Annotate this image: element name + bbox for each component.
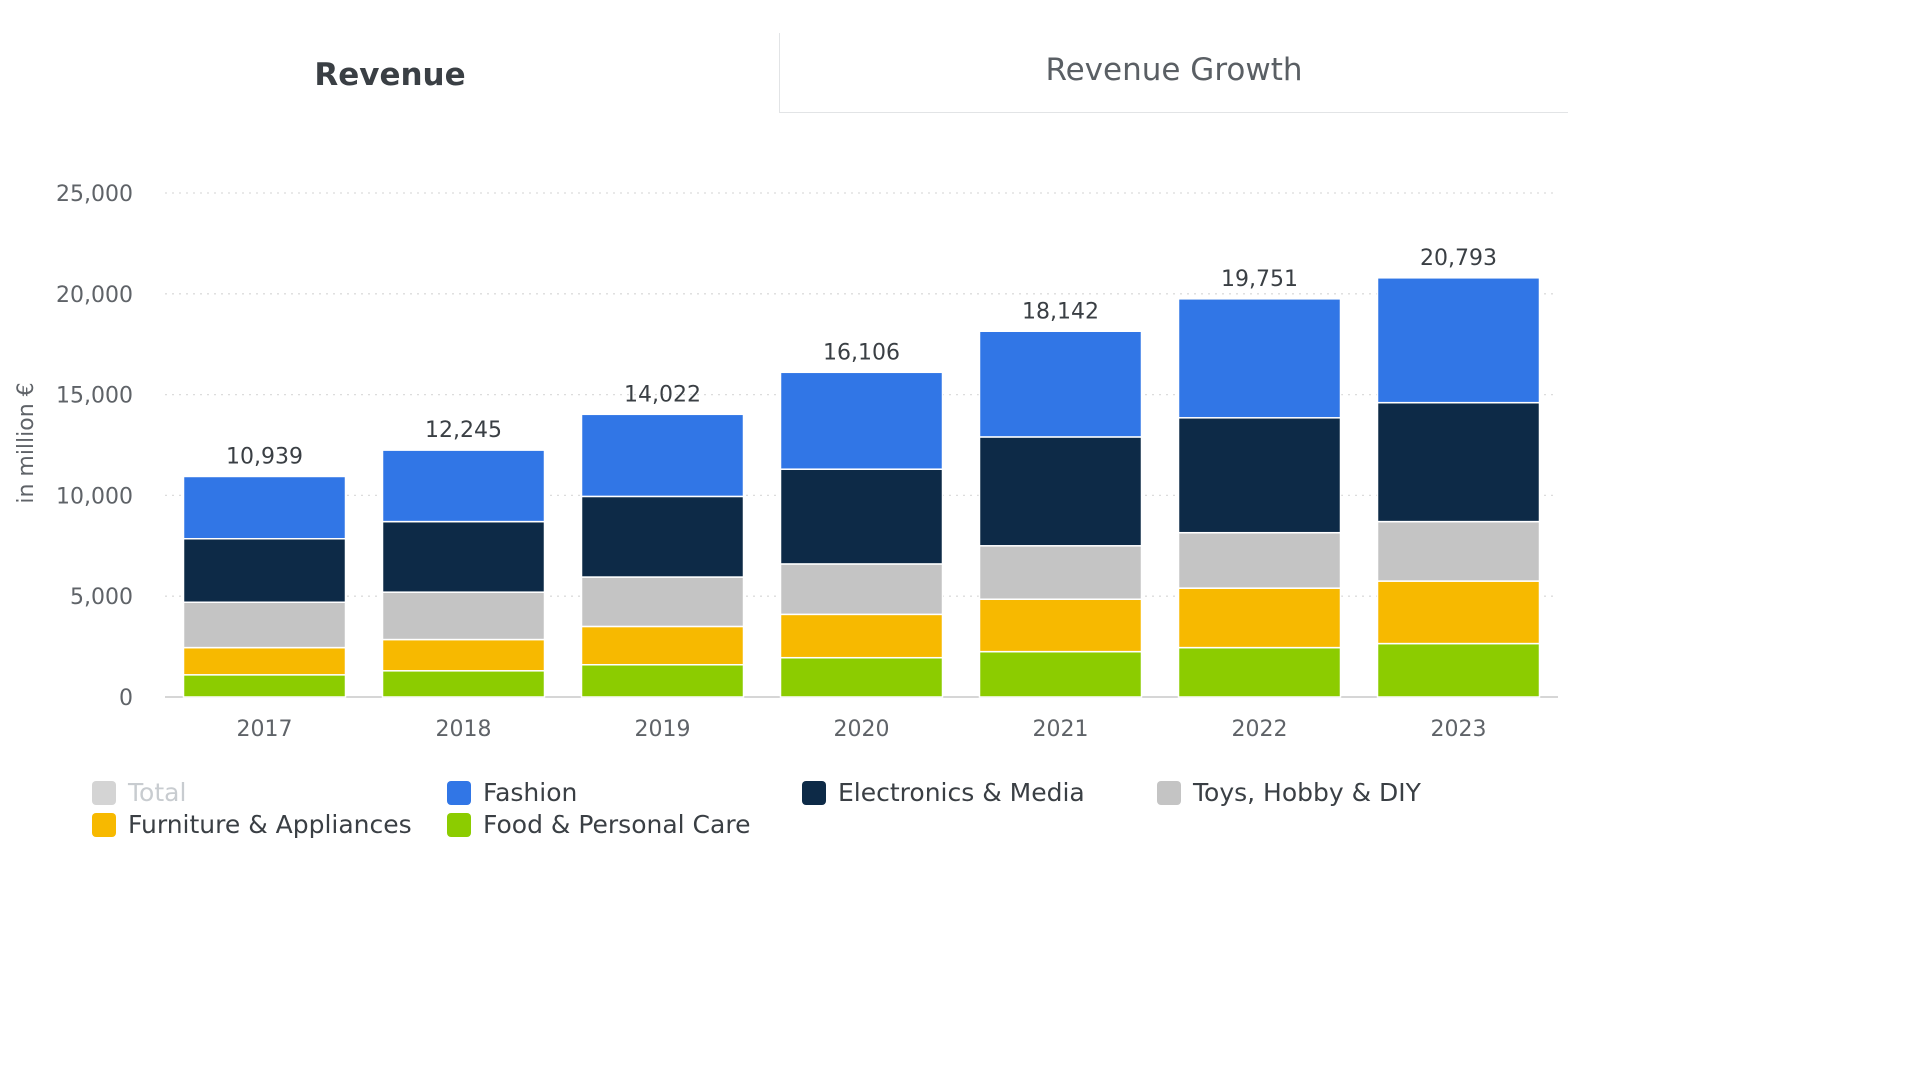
bar-segment (580, 625, 745, 666)
bar-segment (381, 449, 546, 523)
total-data-label: 12,245 (425, 418, 502, 443)
legend-label: Furniture & Appliances (128, 810, 412, 839)
tab-revenue[interactable]: Revenue (314, 57, 466, 93)
legend-label: Fashion (483, 778, 578, 807)
y-tick-label: 5,000 (70, 585, 133, 610)
total-data-label: 18,142 (1022, 299, 1099, 324)
legend-item[interactable]: Furniture & Appliances (92, 810, 412, 839)
total-data-label: 14,022 (624, 382, 701, 407)
bar-segment (1376, 580, 1541, 645)
legend-label: Food & Personal Care (483, 810, 751, 839)
bar-segment (580, 413, 745, 498)
y-tick-label: 15,000 (56, 384, 133, 409)
bar-segment (978, 545, 1143, 600)
bar-segment (580, 576, 745, 628)
bar-segment (978, 330, 1143, 438)
bar-segment (1177, 646, 1342, 698)
bar-segment (978, 650, 1143, 698)
bar-segment (1177, 298, 1342, 419)
legend-label: Total (128, 778, 187, 807)
y-tick-label: 20,000 (56, 283, 133, 308)
legend-item[interactable]: Toys, Hobby & DIY (1157, 778, 1421, 807)
legend-swatch (92, 812, 116, 837)
legend-item[interactable]: Electronics & Media (802, 778, 1085, 807)
legend-item[interactable]: Fashion (447, 778, 577, 807)
total-data-label: 19,751 (1221, 267, 1298, 292)
tab-revenue-growth[interactable]: Revenue Growth (779, 33, 1568, 113)
bar-segment (580, 495, 745, 578)
bar-segment (1177, 587, 1342, 649)
total-data-label: 10,939 (226, 444, 303, 469)
bar-segment (182, 537, 347, 603)
chart-frame: Revenue Revenue Growth 0 5,000 10,000 15,00… (14, 33, 1568, 839)
bar-segment (779, 613, 944, 659)
bar-segment (381, 670, 546, 698)
bar-segment (182, 646, 347, 676)
y-tick-label: 0 (119, 686, 133, 711)
bar-segment (182, 475, 347, 540)
legend-item[interactable]: Food & Personal Care (447, 810, 750, 839)
bar-segment (1376, 401, 1541, 523)
x-tick-label: 2021 (1033, 717, 1089, 742)
bar-segment (779, 563, 944, 616)
legend-swatch (447, 812, 471, 837)
x-tick-label: 2017 (237, 717, 293, 742)
legend-label: Electronics & Media (838, 778, 1085, 807)
bar-segment (1376, 642, 1541, 698)
bar-segment (1376, 520, 1541, 582)
bar-segment (1376, 277, 1541, 404)
bar-segment (381, 520, 546, 593)
bar-segment (182, 674, 347, 698)
bar-segment (580, 663, 745, 698)
legend-swatch (1157, 780, 1181, 805)
total-data-label: 20,793 (1420, 246, 1497, 271)
bar-segment (779, 371, 944, 470)
x-tick-label: 2019 (635, 717, 691, 742)
y-tick-label: 10,000 (56, 484, 133, 509)
bar-segment (779, 468, 944, 565)
bar-segment (1177, 531, 1342, 589)
x-tick-label: 2022 (1232, 717, 1288, 742)
bar-segment (182, 601, 347, 649)
x-tick-label: 2018 (436, 717, 492, 742)
bar-segment (978, 436, 1143, 547)
bar-segment (381, 591, 546, 641)
legend-swatch (92, 780, 116, 805)
total-data-label: 16,106 (823, 340, 900, 365)
legend-swatch (802, 780, 826, 805)
y-tick-label: 25,000 (56, 182, 133, 207)
x-tick-label: 2023 (1431, 717, 1487, 742)
bar-segment (779, 656, 944, 698)
x-tick-label: 2020 (834, 717, 890, 742)
legend-label: Toys, Hobby & DIY (1193, 778, 1421, 807)
y-axis-label: in million € (14, 382, 39, 503)
bar-segment (381, 638, 546, 672)
bar-segment (978, 598, 1143, 653)
legend-item[interactable]: Total (92, 778, 186, 807)
revenue-chart: 0 5,000 10,000 15,000 20,000 25,000 in million… (14, 182, 1558, 742)
legend-swatch (447, 780, 471, 805)
bar-segment (1177, 417, 1342, 534)
